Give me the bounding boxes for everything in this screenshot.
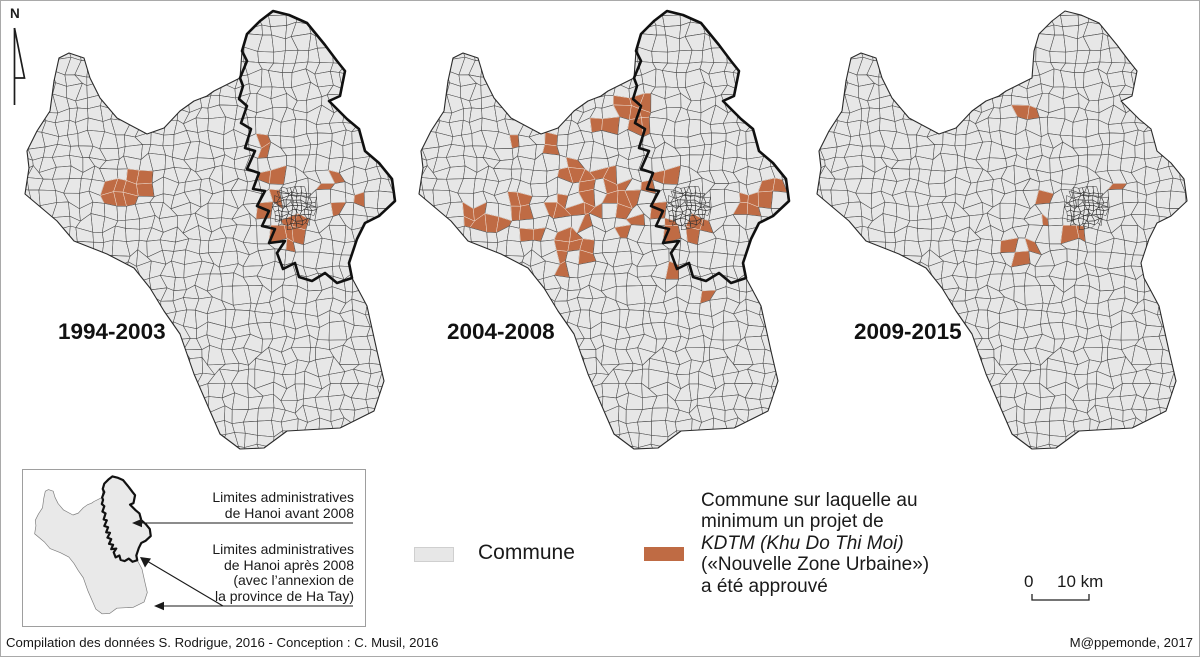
annotation-line: (avec l’annexion de: [233, 572, 354, 588]
kdtm-line: minimum un projet de: [701, 511, 884, 533]
annotation-line: Limites administratives: [212, 489, 354, 505]
map-2004-2008-svg: [418, 9, 791, 450]
annotation-line: de Hanoi avant 2008: [224, 504, 354, 521]
map-2004-2008: [401, 1, 793, 471]
scalebar-zero: 0: [1024, 572, 1034, 591]
annotation-limits-after-2008: Limites administratives de Hanoi après 2…: [134, 541, 354, 604]
map-panel-2004-2008: 2004-2008: [401, 1, 793, 471]
kdtm-line: a été approuvé: [701, 575, 828, 597]
period-label-1994-2003: 1994-2003: [58, 319, 166, 344]
map-2009-2015: [799, 1, 1191, 471]
north-arrow-icon: [13, 27, 26, 105]
scalebar-icon: [1031, 594, 1090, 601]
map-1994-2003-svg: [24, 9, 397, 450]
legend-kdtm-text: Commune sur laquelle au minimum un proje…: [701, 490, 991, 597]
kdtm-line: («Nouvelle Zone Urbaine»): [701, 554, 930, 576]
kdtm-line-italic: KDTM (Khu Do Thi Moi): [701, 532, 904, 554]
credit-left: Compilation des données S. Rodrigue, 201…: [6, 635, 439, 650]
annotation-limits-before-2008: Limites administratives de Hanoi avant 2…: [134, 489, 354, 521]
legend-commune-swatch: [414, 547, 454, 562]
period-label-2009-2015: 2009-2015: [854, 319, 962, 344]
legend-commune-label: Commune: [478, 541, 575, 564]
map-1994-2003: [7, 1, 399, 471]
period-label-2004-2008: 2004-2008: [447, 319, 555, 344]
kdtm-line: Commune sur laquelle au: [701, 490, 918, 511]
map-2009-2015-svg: [816, 10, 1188, 450]
north-label: N: [10, 6, 20, 21]
annotation-line: la province de Ha Tay): [214, 587, 354, 604]
legend-kdtm-swatch: [644, 547, 684, 561]
inset-admin-limits-box: Limites administratives de Hanoi avant 2…: [22, 469, 366, 627]
annotation-line: Limites administratives: [212, 541, 354, 557]
inset-map: [29, 473, 152, 626]
annotation-line: de Hanoi après 2008: [224, 556, 354, 573]
map-panel-1994-2003: 1994-2003: [7, 1, 399, 471]
map-panel-2009-2015: 2009-2015: [799, 1, 1191, 471]
inset-map-svg: [34, 475, 152, 615]
credit-right: M@ppemonde, 2017: [1069, 635, 1193, 650]
scalebar-label: 10 km: [1057, 572, 1104, 591]
